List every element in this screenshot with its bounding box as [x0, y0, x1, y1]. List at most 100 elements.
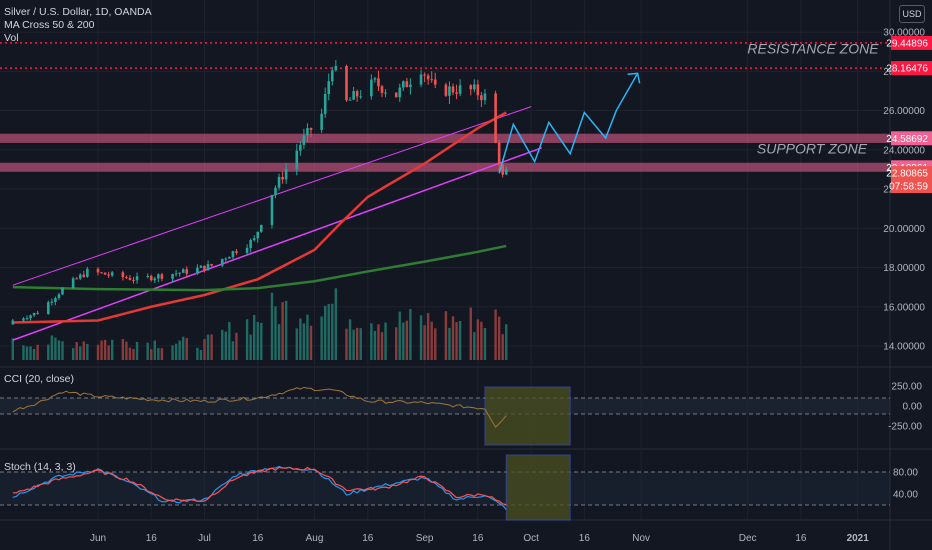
volume-bar [473, 332, 476, 360]
candle-body [174, 273, 178, 275]
candle-body [306, 128, 309, 136]
stoch-legend[interactable]: Stoch (14, 3, 3) [4, 461, 76, 473]
volume-bar [11, 338, 14, 360]
candle-body [71, 278, 75, 289]
volume-bar [224, 331, 227, 360]
candle-body [504, 169, 508, 175]
volume-bar [32, 348, 36, 360]
volume-bar [458, 321, 462, 360]
volume-bar [270, 292, 274, 360]
candle-body [146, 275, 149, 277]
volume-bar [444, 311, 448, 360]
stoch-tick-label: 40.00 [893, 490, 918, 501]
candle-body [352, 91, 355, 100]
candle-body [235, 251, 238, 253]
volume-bar [476, 319, 480, 360]
cci-band [0, 398, 890, 414]
candle-body [320, 113, 323, 130]
volume-bar [50, 335, 54, 360]
time-tick-label: 16 [362, 533, 374, 544]
volume-bar [380, 332, 384, 360]
volume-bar [281, 302, 284, 360]
candle-body [153, 278, 157, 281]
candle-body [135, 276, 139, 281]
support-band [0, 133, 890, 143]
candle-body [245, 247, 249, 253]
volume-bar [352, 329, 355, 360]
volume-bar [405, 320, 409, 360]
volume-bar [206, 334, 210, 360]
candle-body [128, 277, 132, 280]
volume-bar [402, 322, 405, 360]
volume-bar [107, 345, 110, 360]
candle-body [394, 92, 398, 98]
volume-bar [249, 334, 252, 360]
volume-bar [253, 314, 256, 360]
volume-bar [135, 341, 139, 360]
volume-bar [54, 337, 57, 360]
candle-body [220, 258, 224, 266]
stoch-highlight-box [505, 454, 571, 521]
stoch-band [0, 472, 890, 505]
candle-body [398, 87, 402, 98]
price-tick-label: 16.00000 [883, 302, 925, 313]
volume-bar [334, 288, 338, 360]
volume-bar [86, 343, 89, 360]
time-tick-label: Oct [523, 533, 539, 544]
candle-body [29, 315, 32, 319]
volume-bar [22, 345, 25, 360]
price-tick-label: 24.00000 [883, 145, 925, 156]
volume-bar [455, 322, 458, 360]
currency-button[interactable]: USD [899, 5, 925, 23]
candle-body [171, 274, 174, 279]
candle-body [36, 312, 39, 315]
candle-body [54, 298, 57, 302]
time-tick-label: 16 [795, 533, 807, 544]
volume-bar [121, 338, 125, 360]
cci-legend[interactable]: CCI (20, close) [4, 373, 75, 385]
price-label: 24.58692 [886, 134, 928, 145]
candle-body [86, 268, 89, 277]
candle-body [423, 74, 426, 76]
time-tick-label: 16 [579, 533, 591, 544]
candle-body [75, 278, 78, 280]
price-label: 28.16476 [886, 64, 928, 75]
volume-bar [182, 336, 185, 360]
time-tick-label: 16 [472, 533, 484, 544]
candle-body [355, 91, 359, 97]
volume-bar [299, 318, 302, 360]
ma-cross-legend[interactable]: MA Cross 50 & 200 [4, 19, 95, 31]
candle-body [228, 257, 231, 259]
time-tick-label: 16 [146, 533, 158, 544]
volume-bar [82, 341, 85, 360]
time-tick-label: 2021 [847, 533, 870, 544]
volume-bar [171, 345, 174, 360]
volume-bar [150, 349, 153, 360]
candle-body [426, 75, 430, 80]
time-tick-label: Nov [632, 533, 650, 544]
candle-body [274, 187, 277, 195]
stoch-d-line [12, 466, 507, 506]
volume-bar [419, 315, 423, 360]
candle-body [149, 275, 153, 281]
candle-body [348, 99, 352, 101]
volume-bar [345, 328, 348, 360]
volume-bar [469, 307, 472, 360]
volume-bar [359, 328, 362, 360]
symbol-title[interactable]: Silver / U.S. Dollar, 1D, OANDA [4, 6, 152, 18]
candle-body [100, 272, 103, 274]
volume-legend[interactable]: Vol [4, 32, 19, 44]
candle-body [473, 84, 476, 90]
candle-body [370, 79, 373, 97]
price-label: 29.44896 [886, 38, 928, 49]
price-label-box [891, 61, 932, 76]
candle-body [384, 92, 387, 94]
candle-body [96, 268, 100, 273]
volume-bar [494, 309, 497, 360]
candle-body [483, 93, 487, 101]
time-tick-label: Jun [90, 533, 106, 544]
candle-body [295, 150, 299, 170]
projection-path [498, 72, 639, 174]
time-tick-label: Jul [198, 533, 211, 544]
